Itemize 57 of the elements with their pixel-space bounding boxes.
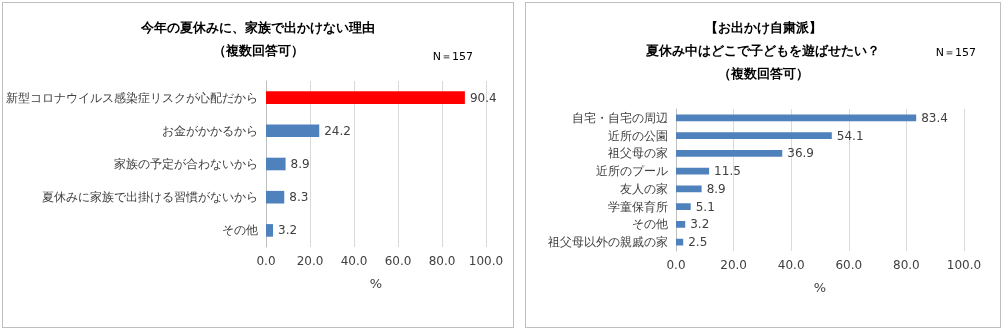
data-label: 83.4 xyxy=(921,110,948,125)
text: N＝157 xyxy=(432,50,474,63)
data-label: 8.9 xyxy=(706,181,726,196)
y-tick-label: 祖父母の家 xyxy=(608,146,668,161)
bar xyxy=(266,124,320,138)
data-label: 8.3 xyxy=(289,190,309,205)
x-tick-label: 100.0 xyxy=(946,258,982,272)
x-tick-label: 0.0 xyxy=(666,258,686,272)
text: N＝157 xyxy=(935,46,977,59)
x-tick-label: 80.0 xyxy=(428,254,456,268)
x-tick-label: 0.0 xyxy=(256,254,276,268)
y-tick-label: その他 xyxy=(222,223,258,238)
x-tick-label: 60.0 xyxy=(384,254,412,268)
bar xyxy=(266,91,465,104)
data-label: 3.2 xyxy=(690,217,710,232)
data-label: 8.9 xyxy=(290,157,310,171)
chart-title: 今年の夏休みに、家族で出かけない理由 xyxy=(140,19,375,35)
y-tick-label: 夏休みに家族で出掛ける習慣がないから xyxy=(42,190,258,205)
y-tick-label: お金がかかるから xyxy=(162,123,258,138)
x-tick-label: 100.0 xyxy=(468,254,504,268)
text: （複数回答可） xyxy=(717,66,809,81)
x-tick-label: 20.0 xyxy=(296,254,324,268)
chart-subtitle: （複数回答可） xyxy=(212,43,304,58)
data-label: 5.1 xyxy=(695,199,715,214)
bar xyxy=(676,203,691,210)
chart-title: 【お出かけ自粛派】 xyxy=(704,19,822,35)
bar xyxy=(676,221,686,228)
y-tick-label: 祖父母以外の親戚の家 xyxy=(548,235,668,250)
data-label: 2.5 xyxy=(688,235,708,250)
x-axis-title: % xyxy=(813,280,827,295)
data-label: 11.5 xyxy=(714,164,741,179)
data-label: 24.2 xyxy=(324,123,351,138)
bar xyxy=(676,185,702,193)
data-label: 54.1 xyxy=(836,128,864,143)
bar xyxy=(266,190,285,204)
x-tick-label: 20.0 xyxy=(720,258,747,272)
y-tick-label: 自宅・自宅の周辺 xyxy=(572,110,668,125)
data-label: 36.9 xyxy=(787,146,814,161)
y-tick-label: 学童保育所 xyxy=(608,199,668,214)
y-tick-label: その他 xyxy=(632,217,668,232)
y-tick-label: 近所の公園 xyxy=(608,128,668,143)
y-tick-label: 家族の予定が合わないから xyxy=(114,157,258,171)
chart-subtitle: 夏休み中はどこで子どもを遊ばせたい？ xyxy=(645,43,880,58)
x-tick-label: 80.0 xyxy=(893,258,920,272)
bar xyxy=(676,150,783,157)
data-label: 90.4 xyxy=(469,90,497,105)
data-label: 3.2 xyxy=(278,223,298,238)
y-tick-label: 新型コロナウイルス感染症リスクが心配だから xyxy=(6,90,258,105)
x-tick-label: 40.0 xyxy=(340,254,368,268)
bar xyxy=(676,132,832,139)
bar xyxy=(266,157,286,171)
x-tick-label: 60.0 xyxy=(835,258,863,272)
y-tick-label: 近所のプール xyxy=(596,164,668,179)
x-axis-title: % xyxy=(369,276,383,291)
y-tick-label: 友人の家 xyxy=(620,181,668,196)
x-tick-label: 40.0 xyxy=(777,258,805,272)
bar xyxy=(266,224,274,237)
